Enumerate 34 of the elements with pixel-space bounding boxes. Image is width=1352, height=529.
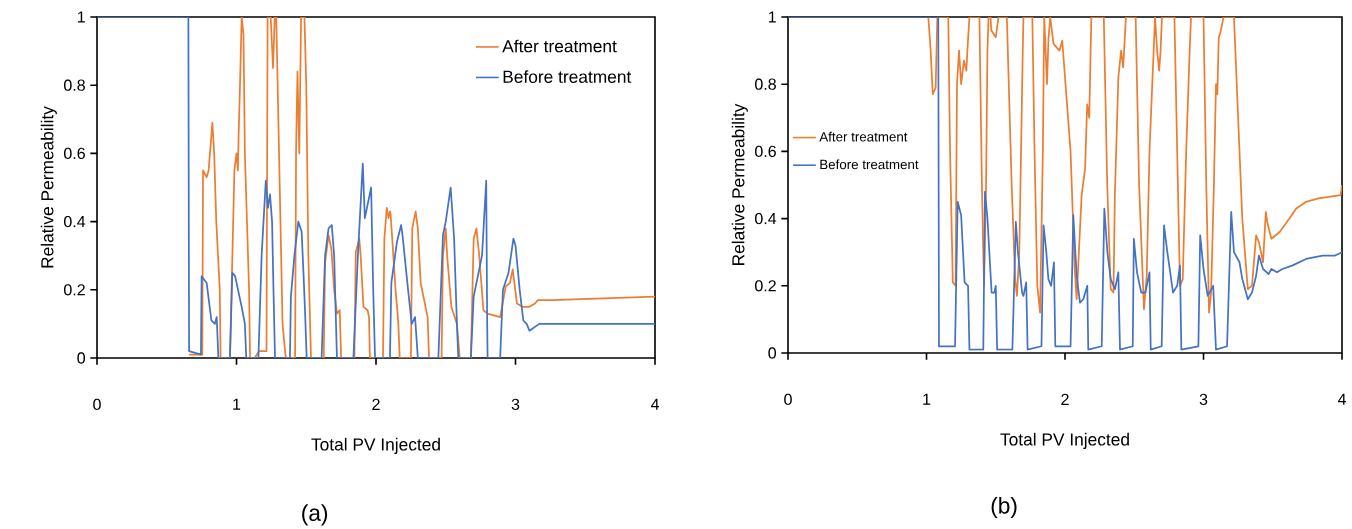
legend-label: Before treatment <box>503 70 632 83</box>
y-tick-label: 0.8 <box>755 78 776 90</box>
x-tick-label: 1 <box>923 393 931 405</box>
y-tick-label: 1 <box>77 11 85 23</box>
x-tick-label: 0 <box>784 393 792 406</box>
text: (b) <box>991 497 1017 519</box>
y-tick-label: 0.4 <box>64 215 86 228</box>
x-tick-label: 4 <box>1337 393 1346 405</box>
text: (a) <box>302 504 328 526</box>
y-tick-label: 0.8 <box>64 79 85 91</box>
line-series <box>927 17 1343 314</box>
x-axis-title: Total PV Injected <box>311 437 440 455</box>
x-tick-label: 2 <box>1061 393 1069 405</box>
x-tick-label: 3 <box>511 398 520 411</box>
y-tick-label: 0.4 <box>755 212 777 225</box>
y-tick-label: 0.6 <box>755 145 776 158</box>
y-axis-title: Relative Permeability <box>40 106 57 268</box>
y-tick-label: 0.2 <box>64 284 85 296</box>
x-axis-title: Total PV Injected <box>1000 432 1129 450</box>
y-tick-label: 0 <box>768 347 777 359</box>
legend-label: Before treatment <box>820 159 919 170</box>
line-series <box>188 17 656 358</box>
y-tick-label: 0 <box>77 352 86 364</box>
y-tick-label: 0.2 <box>755 280 776 292</box>
y-tick-label: 1 <box>768 11 776 23</box>
x-tick-label: 2 <box>372 398 380 410</box>
y-axis-title: Relative Permeability <box>731 103 748 265</box>
x-tick-label: 1 <box>233 398 241 410</box>
x-tick-label: 0 <box>93 398 101 411</box>
x-tick-label: 4 <box>650 398 659 410</box>
x-tick-label: 3 <box>1199 393 1208 406</box>
legend-label: After treatment <box>819 131 908 142</box>
y-tick-label: 0.6 <box>64 147 85 160</box>
legend-label: After treatment <box>502 39 617 53</box>
